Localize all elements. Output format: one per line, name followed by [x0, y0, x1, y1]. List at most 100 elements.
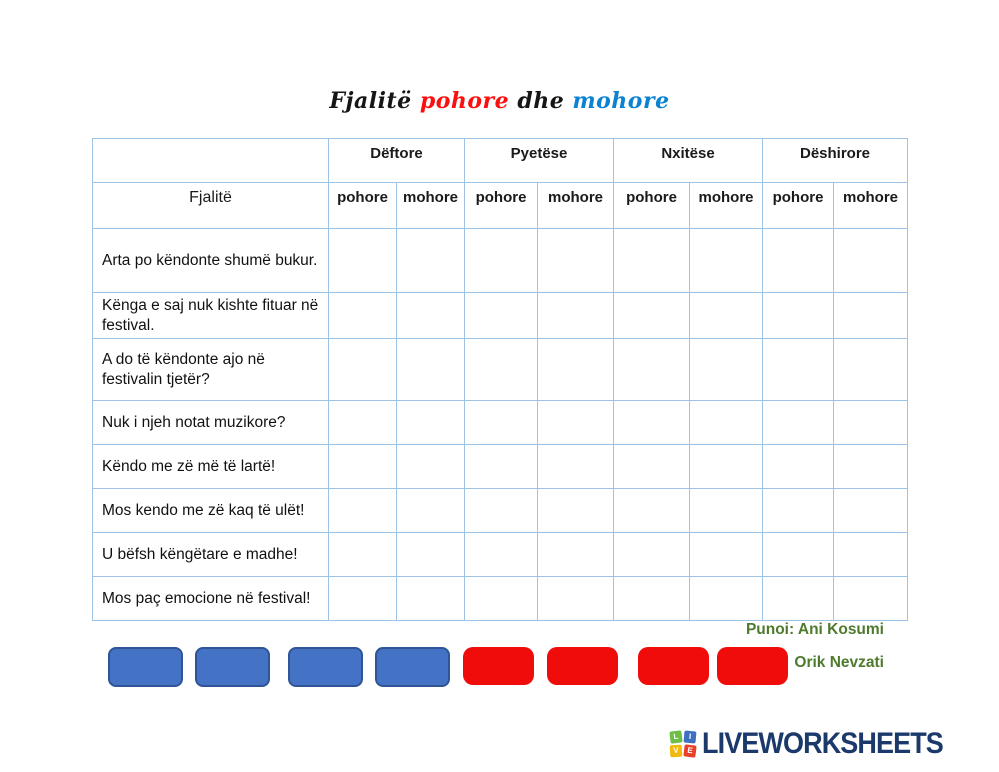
answer-cell[interactable]: [328, 338, 397, 401]
answer-cell[interactable]: [689, 400, 764, 445]
answer-cell[interactable]: [328, 576, 397, 621]
answer-cell[interactable]: [833, 488, 909, 533]
answer-cell[interactable]: [833, 292, 909, 339]
draggable-chip-red[interactable]: [717, 647, 788, 685]
answer-cell[interactable]: [613, 576, 691, 621]
answer-cell[interactable]: [464, 488, 539, 533]
answer-cell[interactable]: [613, 488, 691, 533]
answer-cell[interactable]: [613, 338, 691, 401]
liveworksheets-logo-text: LIVEWORKSHEETS: [702, 727, 944, 760]
draggable-chip-blue[interactable]: [108, 647, 183, 687]
subheader-mohore: mohore: [689, 182, 764, 229]
draggable-chip-red[interactable]: [638, 647, 709, 685]
answer-cell[interactable]: [833, 532, 909, 577]
answer-cell[interactable]: [395, 532, 466, 577]
draggable-chip-red[interactable]: [463, 647, 534, 685]
answer-cell[interactable]: [395, 338, 466, 401]
answer-cell[interactable]: [689, 576, 764, 621]
answer-cell[interactable]: [762, 228, 835, 293]
answer-cell[interactable]: [833, 338, 909, 401]
answer-cell[interactable]: [464, 228, 539, 293]
draggable-chip-red[interactable]: [547, 647, 618, 685]
logo-tile: E: [683, 743, 697, 758]
answer-cell[interactable]: [833, 576, 909, 621]
answer-cell[interactable]: [537, 228, 615, 293]
credit-author: Punoi: Ani Kosumi: [745, 621, 884, 638]
sentence-cell: A do të këndonte ajo në festivalin tjetë…: [92, 338, 329, 401]
answer-cell[interactable]: [464, 576, 539, 621]
title-word-fjalite: Fjalitë: [329, 88, 412, 114]
table-row: Mos paç emocione në festival!: [92, 576, 909, 621]
answer-cell[interactable]: [328, 444, 397, 489]
answer-cell[interactable]: [328, 228, 397, 293]
answer-cell[interactable]: [762, 400, 835, 445]
row-header-label: Fjalitë: [92, 182, 329, 229]
answer-cell[interactable]: [762, 292, 835, 339]
subheader-mohore: mohore: [833, 182, 909, 229]
answer-cell[interactable]: [613, 400, 691, 445]
title-word-dhe: dhe: [517, 88, 565, 114]
answer-cell[interactable]: [762, 532, 835, 577]
answer-cell[interactable]: [395, 444, 466, 489]
worksheet-title: Fjalitë pohore dhe mohore: [0, 88, 999, 114]
answer-cell[interactable]: [613, 292, 691, 339]
answer-cell[interactable]: [689, 338, 764, 401]
answer-cell[interactable]: [464, 444, 539, 489]
answer-cell[interactable]: [464, 400, 539, 445]
draggable-chip-blue[interactable]: [288, 647, 363, 687]
answer-cell[interactable]: [537, 292, 615, 339]
answer-cell[interactable]: [689, 444, 764, 489]
answer-cell[interactable]: [537, 532, 615, 577]
answer-cell[interactable]: [464, 532, 539, 577]
answer-cell[interactable]: [762, 338, 835, 401]
answer-cell[interactable]: [762, 444, 835, 489]
sentence-cell: Nuk i njeh notat muzikore?: [92, 400, 329, 445]
answer-cell[interactable]: [689, 488, 764, 533]
table-row: Arta po këndonte shumë bukur.: [92, 228, 909, 293]
answer-cell[interactable]: [464, 292, 539, 339]
subheader-pohore: pohore: [613, 182, 691, 229]
sentence-cell: Këndo me zë më të lartë!: [92, 444, 329, 489]
answer-cell[interactable]: [613, 228, 691, 293]
answer-cell[interactable]: [537, 444, 615, 489]
answer-cell[interactable]: [395, 488, 466, 533]
sentence-cell: U bëfsh këngëtare e madhe!: [92, 532, 329, 577]
answer-cell[interactable]: [762, 576, 835, 621]
answer-cell[interactable]: [328, 292, 397, 339]
worksheet-table-body: Arta po këndonte shumë bukur. Kënga e saj…: [92, 228, 909, 621]
answer-cell[interactable]: [395, 400, 466, 445]
answer-cell[interactable]: [537, 576, 615, 621]
sentence-cell: Kënga e saj nuk kishte fituar në festiva…: [92, 292, 329, 339]
answer-cell[interactable]: [689, 292, 764, 339]
answer-cell[interactable]: [395, 228, 466, 293]
draggable-chip-blue[interactable]: [375, 647, 450, 687]
group-header-deftore: Dëftore: [327, 138, 466, 183]
worksheet-table: Dëftore Pyetëse Nxitëse Dëshirore Fjalit…: [92, 138, 909, 621]
table-row: A do të këndonte ajo në festivalin tjetë…: [92, 338, 909, 401]
answer-cell[interactable]: [833, 444, 909, 489]
answer-cell[interactable]: [762, 488, 835, 533]
answer-cell[interactable]: [328, 400, 397, 445]
corner-cell: [92, 138, 329, 183]
answer-cell[interactable]: [328, 532, 397, 577]
answer-cell[interactable]: [613, 532, 691, 577]
title-word-pohore: pohore: [419, 88, 510, 114]
answer-cell[interactable]: [833, 400, 909, 445]
answer-cell[interactable]: [537, 400, 615, 445]
answer-cell[interactable]: [689, 228, 764, 293]
answer-cell[interactable]: [613, 444, 691, 489]
answer-cell[interactable]: [395, 576, 466, 621]
table-row: Këndo me zë më të lartë!: [92, 444, 909, 489]
answer-cell[interactable]: [833, 228, 909, 293]
answer-cell[interactable]: [328, 488, 397, 533]
answer-cell[interactable]: [689, 532, 764, 577]
answer-cell[interactable]: [395, 292, 466, 339]
draggable-chip-blue[interactable]: [195, 647, 270, 687]
title-word-mohore: mohore: [572, 88, 670, 114]
answer-cell[interactable]: [464, 338, 539, 401]
group-header-deshirore: Dëshirore: [762, 138, 909, 183]
answer-cell[interactable]: [537, 488, 615, 533]
answer-cell[interactable]: [537, 338, 615, 401]
